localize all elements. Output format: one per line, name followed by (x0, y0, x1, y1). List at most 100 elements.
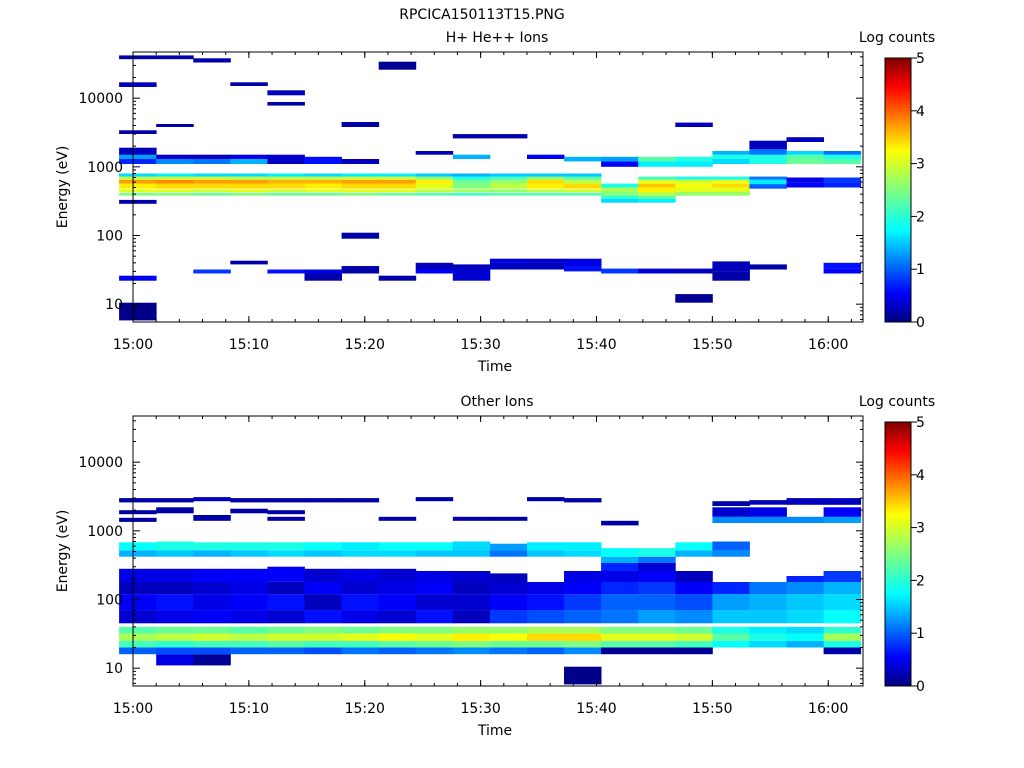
spectrogram-cell (823, 516, 862, 523)
panel-title: Other Ions (460, 394, 533, 410)
spectrogram-cell (378, 550, 417, 557)
spectrogram-cell (267, 173, 305, 177)
spectrogram-cell (675, 594, 713, 611)
spectrogram-cell (712, 179, 750, 184)
spectrogram-cell (823, 268, 862, 274)
spectrogram-cell (341, 626, 380, 634)
spectrogram-cell (304, 542, 342, 551)
spectrogram-cell (267, 176, 305, 180)
spectrogram-cell (156, 183, 194, 189)
spectrogram-cell (749, 154, 787, 159)
spectrogram-cell (415, 173, 454, 177)
spectrogram-cell (267, 154, 305, 159)
spectrogram-cell (749, 516, 787, 523)
x-axis-label: Time (477, 359, 512, 375)
spectrogram-cell (193, 58, 231, 63)
spectrogram-cell (601, 195, 639, 199)
spectrogram-cell (304, 582, 342, 595)
spectrogram-cell (193, 515, 231, 521)
spectrogram-cell (489, 134, 528, 139)
spectrogram-cell (489, 516, 528, 521)
spectrogram-cell (527, 497, 565, 502)
spectrogram-cell (452, 183, 491, 189)
spectrogram-cell (415, 542, 454, 551)
spectrogram-cell (230, 610, 268, 624)
spectrogram-cell (304, 189, 342, 192)
spectrogram-cell (119, 179, 157, 184)
spectrogram-cell (527, 550, 565, 557)
spectrogram-cell (675, 626, 713, 634)
colorbar-tick-label: 5 (916, 415, 925, 431)
spectrogram-cell (341, 179, 380, 184)
spectrogram-cell (712, 594, 750, 611)
x-tick-label: 15:40 (576, 701, 616, 717)
colorbar-tick-label: 4 (916, 468, 925, 484)
spectrogram-cell (749, 149, 787, 155)
spectrogram-cell (527, 542, 565, 551)
spectrogram-cell (230, 550, 268, 557)
spectrogram-cell (601, 187, 639, 192)
spectrogram-cell (267, 498, 305, 503)
spectrogram-cell (712, 187, 750, 192)
spectrogram-cell (341, 640, 380, 648)
spectrogram-cell (267, 189, 305, 192)
spectrogram-cell (378, 183, 417, 189)
colorbar-tick-label: 0 (916, 679, 925, 695)
spectrogram-cell (193, 176, 231, 180)
spectrogram-cell (749, 159, 787, 164)
spectrogram-cell (304, 192, 342, 196)
spectrogram-cell (823, 154, 862, 159)
spectrogram-cell (304, 568, 342, 582)
spectrogram-cell (638, 563, 676, 571)
spectrogram-cell (601, 610, 639, 624)
spectrogram-cell (304, 269, 342, 274)
spectrogram-cell (823, 610, 862, 624)
panel-title: H+ He++ Ions (446, 30, 549, 46)
spectrogram-cell (267, 647, 305, 655)
spectrogram-cell (527, 610, 565, 624)
spectrogram-cell (749, 184, 787, 189)
spectrogram-cell (786, 582, 824, 595)
spectrogram-cell (489, 192, 528, 196)
spectrogram-cell (638, 571, 676, 582)
spectrogram-cell (638, 195, 676, 199)
spectrogram-cell (267, 633, 305, 641)
spectrogram-cell (638, 192, 676, 196)
spectrogram-cell (267, 550, 305, 557)
spectrogram-cell (156, 507, 194, 514)
y-tick-label: 10 (105, 297, 123, 313)
spectrogram-cell (415, 594, 454, 611)
spectrogram-cell (304, 179, 342, 184)
spectrogram-cell (119, 582, 157, 595)
spectrogram-cell (341, 176, 380, 180)
spectrogram-cell (786, 137, 824, 142)
spectrogram-cell (675, 582, 713, 595)
spectrogram-cell (823, 159, 862, 164)
spectrogram-cell (156, 654, 194, 666)
spectrogram-cell (489, 179, 528, 184)
spectrogram-cell (193, 594, 231, 611)
spectrogram-cell (823, 507, 862, 517)
spectrogram-cell (193, 647, 231, 655)
spectrogram-cell (415, 183, 454, 189)
spectrogram-cell (675, 122, 713, 127)
colorbar-tick-label: 1 (916, 626, 925, 642)
x-tick-label: 15:00 (113, 337, 153, 353)
spectrogram-cell (452, 179, 491, 184)
y-axis-label: Energy (eV) (55, 510, 71, 593)
spectrogram-cell (786, 516, 824, 523)
spectrogram-cell (712, 582, 750, 595)
spectrogram-cell (119, 82, 157, 87)
spectrogram-cell (267, 192, 305, 196)
spectrogram-cell (823, 498, 862, 505)
spectrogram-cell (267, 610, 305, 624)
spectrogram-cell (267, 183, 305, 189)
spectrogram-cell (193, 497, 231, 502)
spectrogram-cell (601, 183, 639, 188)
spectrogram-cell (638, 594, 676, 611)
spectrogram-cell (601, 156, 639, 162)
colorbar-ticks: 0 1 2 3 4 5 (911, 51, 925, 331)
panel-other-ions: Other Ions Log counts 15:00 15:10 15:20 15:… (55, 394, 935, 739)
spectrogram-cell (193, 626, 231, 634)
spectrogram-cell (119, 302, 157, 321)
